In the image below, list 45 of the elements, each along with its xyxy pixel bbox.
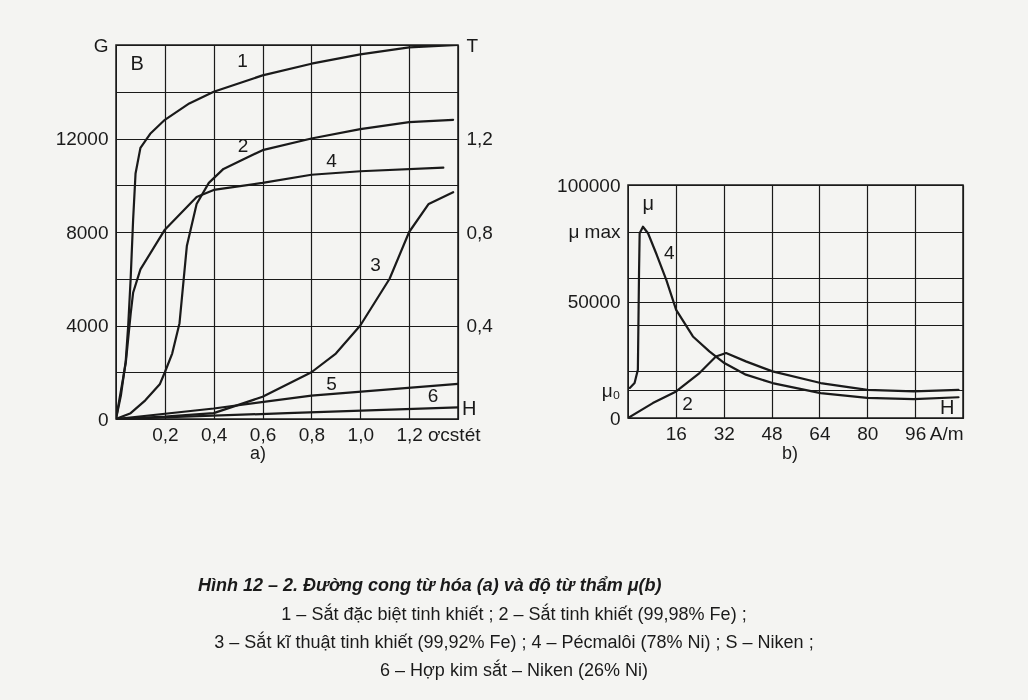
y-axis-title: μ xyxy=(642,191,655,214)
y-tick-label: G xyxy=(93,34,109,56)
text: a) xyxy=(250,443,266,464)
series-label: 3 xyxy=(370,253,381,275)
x-tick-label: 80 xyxy=(857,422,879,444)
text: b) xyxy=(782,442,799,464)
y-tick-label: μ₀ xyxy=(601,379,621,401)
y-tick-label: 0 xyxy=(97,408,109,430)
x-tick-label: 16 xyxy=(665,422,687,444)
x-tick-label: 0,2 xyxy=(152,423,179,445)
x-tick-label: 64 xyxy=(809,422,831,444)
y-tick-label: μ max xyxy=(568,221,621,243)
text: Hình 12 – 2. Đường cong từ hóa (a) và độ từ thẩm μ(b) xyxy=(198,574,662,596)
series-label: 1 xyxy=(237,50,248,72)
x-tick-label: 0,4 xyxy=(201,423,228,445)
y-axis-title: B xyxy=(130,51,144,74)
text: 6 – Hợp kim sắt – Niken (26% Ni) xyxy=(379,659,649,681)
x-tick-label: 1,0 xyxy=(347,423,374,445)
series-label: 5 xyxy=(326,372,337,394)
annotation: H xyxy=(940,396,955,418)
y2-tick-label: 1,2 xyxy=(466,128,493,149)
series-label: 6 xyxy=(427,385,439,407)
x-tick-label: 1,2 xyxy=(396,423,423,445)
x-tick-label: A/m xyxy=(929,422,964,444)
x-tick-label: 48 xyxy=(761,422,783,444)
y-tick-label: 4000 xyxy=(66,315,109,336)
y-tick-label: 12000 xyxy=(55,128,109,149)
y-tick-label: 8000 xyxy=(66,221,109,243)
x-tick-label: 96 xyxy=(905,422,927,444)
y-tick-label: 0 xyxy=(609,407,621,429)
x-axis-title: ơcstét xyxy=(427,423,482,445)
y-tick-label: 100000 xyxy=(557,174,621,196)
text: 3 – Sắt kĩ thuật tinh khiết (99,92% Fe) ; 4 – Pécmalôi (78% Ni) ; S – Niken ; xyxy=(213,631,815,653)
x-tick-label: 32 xyxy=(713,422,735,444)
text: H xyxy=(462,397,477,419)
y2-tick-label: 0,8 xyxy=(466,221,493,243)
y-tick-label: 50000 xyxy=(567,291,621,312)
series-label: 2 xyxy=(682,393,693,415)
text: 1 – Sắt đặc biệt tinh khiết ; 2 – Sắt tinh khiết (99,98% Fe) ; xyxy=(280,603,748,625)
x-tick-label: 0,6 xyxy=(249,423,277,445)
series-label: 4 xyxy=(326,149,338,171)
series-label: 4 xyxy=(664,242,676,264)
y2-tick-label: T xyxy=(466,34,479,56)
x-tick-label: 0,8 xyxy=(298,423,326,445)
y2-tick-label: 0,4 xyxy=(466,315,494,336)
